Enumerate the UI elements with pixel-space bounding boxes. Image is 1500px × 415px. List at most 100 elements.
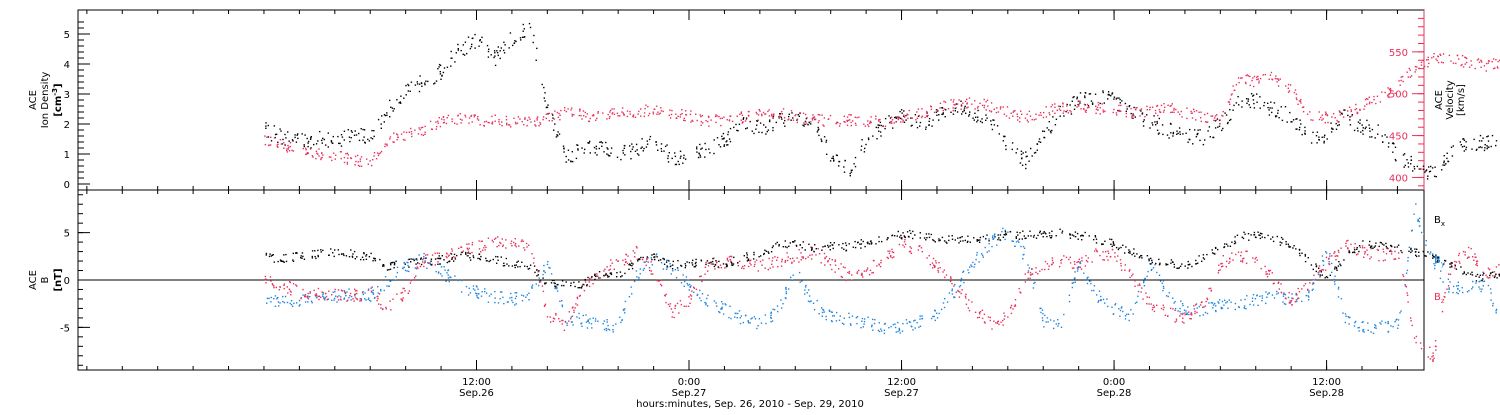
bz-point [1235, 254, 1236, 255]
bx-point [515, 267, 516, 268]
velocity-point [1463, 66, 1464, 67]
velocity-point [1339, 110, 1340, 111]
bz-point [966, 304, 967, 305]
bz-point [950, 281, 951, 282]
bx-point [430, 264, 431, 265]
velocity-point [506, 123, 507, 124]
velocity-point [1063, 113, 1064, 114]
density-point [372, 138, 373, 139]
velocity-point [1052, 104, 1053, 105]
by-point [862, 318, 863, 319]
density-point [1495, 145, 1496, 146]
velocity-point [1327, 122, 1328, 123]
velocity-point [549, 120, 550, 121]
by-point [588, 319, 589, 320]
velocity-point [1027, 120, 1028, 121]
by-point [1229, 299, 1230, 300]
by-point [872, 319, 873, 320]
by-point [661, 262, 662, 263]
velocity-point [411, 131, 412, 132]
by-point [554, 288, 555, 289]
velocity-point [1200, 117, 1201, 118]
bx-point [488, 261, 489, 262]
density-point [1217, 118, 1218, 119]
velocity-point [1246, 75, 1247, 76]
by-point [1180, 300, 1181, 301]
velocity-point [1190, 111, 1191, 112]
bz-point [694, 288, 695, 289]
by-point [1399, 312, 1400, 313]
bz-point [1378, 260, 1379, 261]
velocity-point [671, 110, 672, 111]
density-point [1176, 131, 1177, 132]
velocity-point [708, 116, 709, 117]
velocity-point [347, 157, 348, 158]
density-point [322, 142, 323, 143]
density-point [503, 42, 504, 43]
density-point [663, 150, 664, 151]
bz-point [589, 281, 590, 282]
velocity-point [989, 110, 990, 111]
by-point [686, 276, 687, 277]
bx-point [350, 249, 351, 250]
velocity-point [1058, 106, 1059, 107]
by-point [373, 294, 374, 295]
velocity-point [690, 110, 691, 111]
bx-point [454, 254, 455, 255]
density-point [1488, 135, 1489, 136]
bz-point [625, 254, 626, 255]
density-point [1371, 136, 1372, 137]
density-point [1300, 123, 1301, 124]
by-point [834, 315, 835, 316]
density-point [623, 152, 624, 153]
density-point [950, 112, 951, 113]
bx-point [343, 255, 344, 256]
density-point [1366, 120, 1367, 121]
by-point [1368, 330, 1369, 331]
density-point [855, 157, 856, 158]
bz-point [1435, 346, 1436, 347]
bz-point [1110, 256, 1111, 257]
velocity-point [644, 112, 645, 113]
by-point [397, 272, 398, 273]
velocity-point [1349, 107, 1350, 108]
bz-point [811, 258, 812, 259]
density-point [733, 127, 734, 128]
density-point [938, 114, 939, 115]
bz-point [748, 266, 749, 267]
velocity-point [737, 116, 738, 117]
velocity-point [1465, 63, 1466, 64]
bz-point [791, 263, 792, 264]
velocity-point [456, 123, 457, 124]
bz-point [984, 314, 985, 315]
density-point [640, 148, 641, 149]
velocity-point [609, 118, 610, 119]
by-point [624, 308, 625, 309]
density-point [700, 156, 701, 157]
velocity-point [715, 116, 716, 117]
density-point [1229, 120, 1230, 121]
bx-point [366, 259, 367, 260]
velocity-point [1488, 60, 1489, 61]
density-point [880, 135, 881, 136]
by-point [511, 300, 512, 301]
by-point [728, 317, 729, 318]
velocity-point [934, 112, 935, 113]
velocity-point [421, 127, 422, 128]
bz-point [1019, 288, 1020, 289]
velocity-point [1411, 75, 1412, 76]
bx-point [587, 277, 588, 278]
velocity-point [1029, 111, 1030, 112]
bz-point [993, 321, 994, 322]
by-point [384, 290, 385, 291]
bz-point [1412, 325, 1413, 326]
velocity-point [579, 115, 580, 116]
velocity-point [1336, 120, 1337, 121]
velocity-point [1236, 84, 1237, 85]
density-point [530, 27, 531, 28]
by-point [863, 326, 864, 327]
bz-point [919, 245, 920, 246]
bx-point [329, 255, 330, 256]
velocity-point [658, 114, 659, 115]
by-point [416, 268, 417, 269]
